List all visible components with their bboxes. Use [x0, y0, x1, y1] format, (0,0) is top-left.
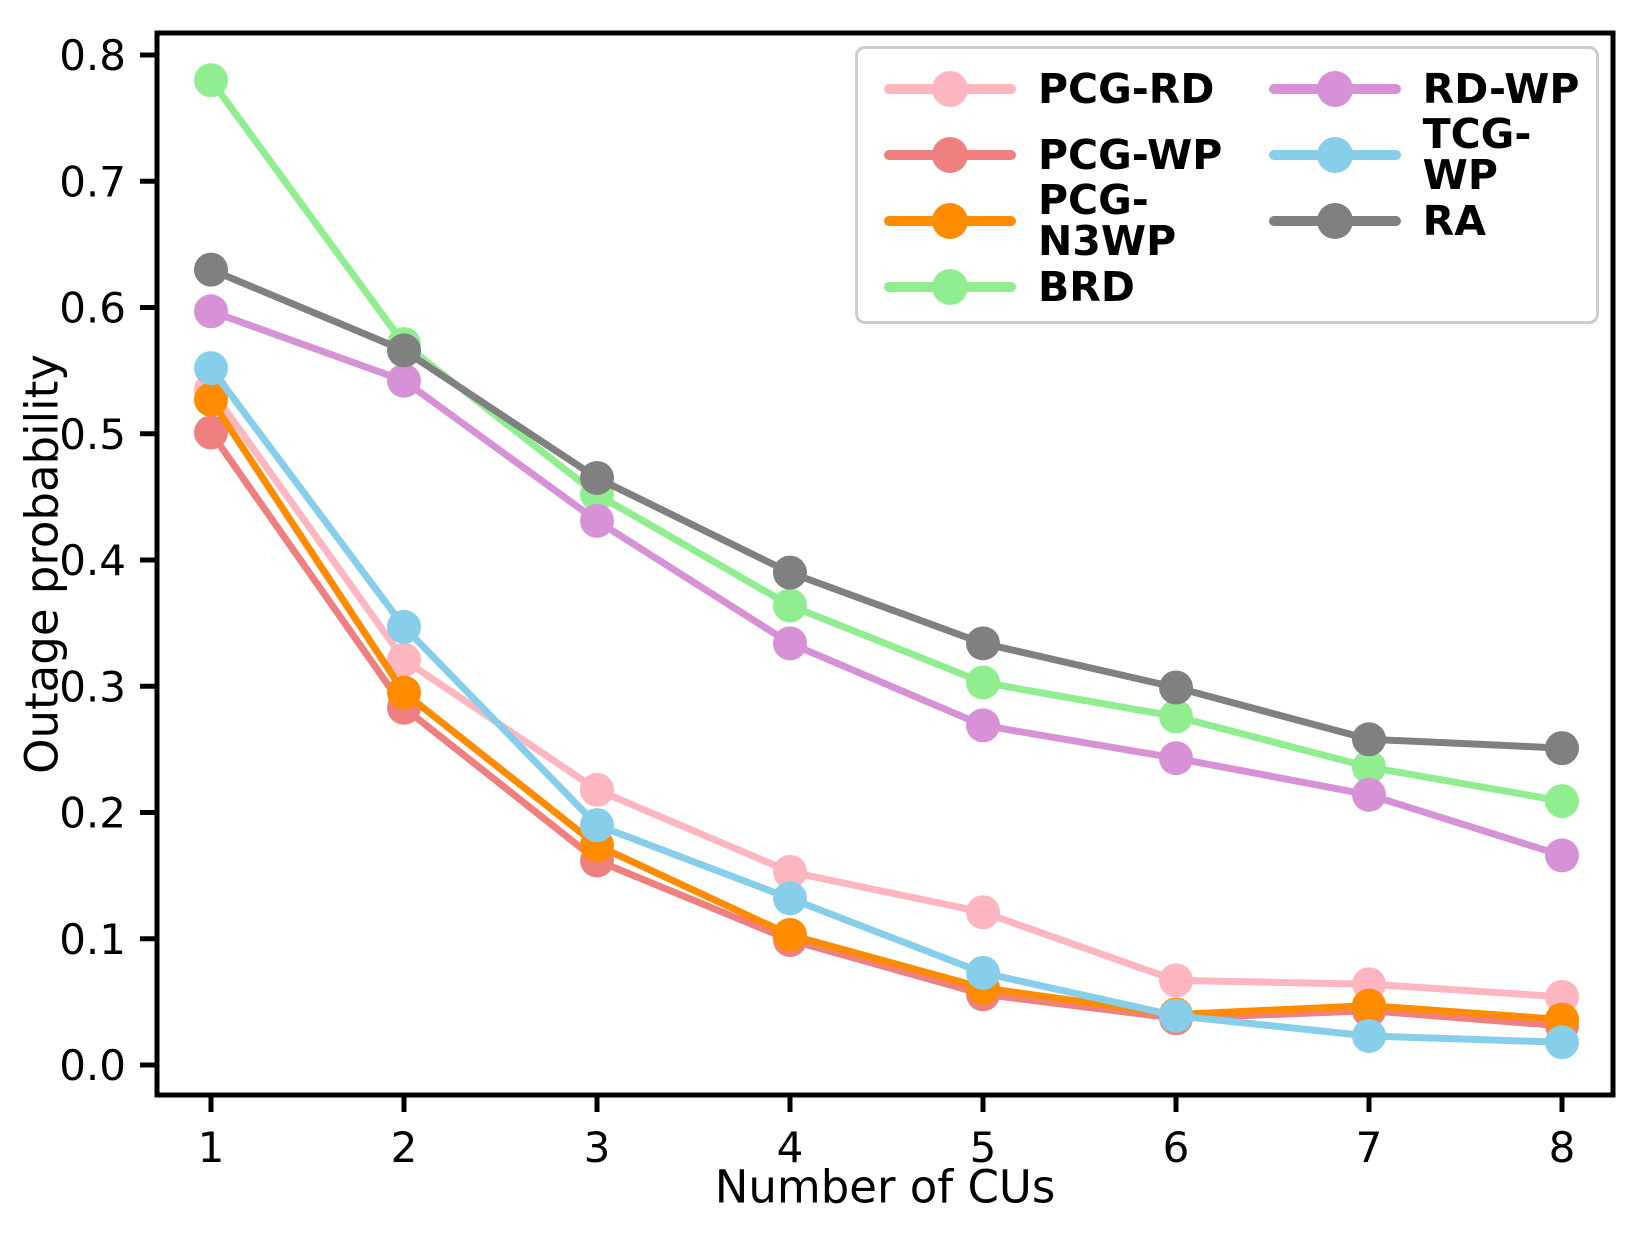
y-tick-label: 0.8 [59, 31, 126, 80]
x-tick-label: 8 [1549, 1123, 1576, 1172]
legend-item-PCG-N3WP: PCG-N3WP [858, 180, 1243, 262]
data-point-RA-x6 [1159, 670, 1193, 705]
data-point-PCG-RD-x5 [966, 895, 1000, 930]
series-line-PCG-RD [207, 386, 1566, 1001]
legend-item-label: PCG-RD [1038, 64, 1215, 113]
data-point-BRD-x1 [194, 63, 228, 98]
data-point-BRD-x5 [966, 665, 1000, 700]
legend-item-PCG-WP: PCG-WP [858, 122, 1243, 188]
y-tick-label: 0.1 [59, 915, 126, 964]
data-point-RA-x4 [773, 555, 807, 590]
data-point-RD-WP-x5 [966, 708, 1000, 743]
legend-item-label: TCG-WP [1422, 110, 1532, 199]
y-tick-label: 0.2 [59, 789, 126, 838]
data-point-RA-x8 [1545, 731, 1579, 766]
legend-item-TCG-WP: TCG-WP [1243, 114, 1596, 196]
legend-item-BRD: BRD [858, 254, 1243, 320]
legend-marker-icon [1268, 71, 1401, 107]
data-point-BRD-x4 [773, 588, 807, 623]
data-point-RA-x2 [387, 333, 421, 368]
legend-item-label: BRD [1038, 262, 1135, 311]
data-point-PCG-RD-x4 [773, 854, 807, 889]
legend-item-label: PCG-N3WP [1038, 176, 1177, 265]
x-tick-label: 6 [1163, 1123, 1190, 1172]
data-point-RD-WP-x3 [580, 503, 614, 538]
y-tick-label: 0.5 [59, 410, 126, 459]
legend-marker-icon [884, 137, 1016, 173]
y-tick-label: 0.0 [59, 1041, 126, 1090]
legend-marker-icon [884, 203, 1016, 239]
y-tick-label: 0.4 [59, 536, 126, 585]
legend-item-label: PCG-WP [1038, 130, 1223, 179]
legend-item-label: RA [1422, 196, 1486, 245]
data-point-TCG-WP-x7 [1352, 1018, 1386, 1053]
data-point-RA-x3 [580, 460, 614, 495]
series-line-PCG-WP [207, 428, 1566, 1030]
y-tick-label: 0.3 [59, 662, 126, 711]
legend-marker-icon [884, 269, 1016, 305]
data-point-TCG-WP-x8 [1545, 1025, 1579, 1060]
data-point-TCG-WP-x2 [387, 609, 421, 644]
data-point-TCG-WP-x6 [1159, 998, 1193, 1033]
x-tick-label: 2 [391, 1123, 418, 1172]
y-axis-label: Outage probability [15, 354, 69, 774]
y-tick-label: 0.7 [59, 157, 126, 206]
data-point-TCG-WP-x5 [966, 955, 1000, 990]
data-point-TCG-WP-x1 [194, 351, 228, 386]
data-point-RD-WP-x1 [194, 294, 228, 329]
legend-marker-icon [884, 71, 1016, 107]
series-line-TCG-WP [207, 364, 1566, 1046]
data-point-RA-x5 [966, 626, 1000, 661]
x-tick-label: 1 [198, 1123, 225, 1172]
x-tick-label: 3 [584, 1123, 611, 1172]
legend-marker-icon [1268, 137, 1401, 173]
data-point-BRD-x8 [1545, 784, 1579, 819]
axes-frame [154, 30, 1616, 1098]
data-point-PCG-RD-x6 [1159, 963, 1193, 998]
data-point-RA-x7 [1352, 722, 1386, 757]
legend-item-RD-WP: RD-WP [1243, 56, 1596, 122]
data-point-PCG-N3WP-x2 [387, 675, 421, 710]
legend: PCG-RD PCG-WP PCG-N3WP BRD RD-WP TCG-WP RA [855, 46, 1599, 324]
series-line-RA [207, 266, 1566, 752]
x-tick-label: 4 [777, 1123, 804, 1172]
x-axis-label: Number of CUs [714, 1160, 1056, 1214]
legend-marker-icon [1268, 203, 1401, 239]
data-point-PCG-WP-x1 [194, 415, 228, 450]
data-point-RD-WP-x7 [1352, 777, 1386, 812]
y-tick-label: 0.6 [59, 284, 126, 333]
data-point-BRD-x6 [1159, 699, 1193, 734]
data-point-PCG-N3WP-x1 [194, 382, 228, 417]
data-point-RD-WP-x8 [1545, 838, 1579, 873]
legend-item-label: RD-WP [1422, 64, 1580, 113]
data-point-TCG-WP-x4 [773, 881, 807, 916]
x-tick-label: 5 [970, 1123, 997, 1172]
data-point-TCG-WP-x3 [580, 808, 614, 843]
data-point-RD-WP-x2 [387, 363, 421, 398]
data-point-RD-WP-x4 [773, 626, 807, 661]
legend-item-RA: RA [1243, 188, 1596, 254]
data-point-PCG-N3WP-x4 [773, 917, 807, 952]
legend-item-PCG-RD: PCG-RD [858, 56, 1243, 122]
data-point-PCG-RD-x2 [387, 642, 421, 677]
series-line-RD-WP [207, 307, 1566, 859]
data-point-BRD-x7 [1352, 750, 1386, 785]
data-point-PCG-RD-x3 [580, 772, 614, 807]
data-point-RD-WP-x6 [1159, 741, 1193, 776]
x-tick-label: 7 [1356, 1123, 1383, 1172]
data-point-PCG-N3WP-x7 [1352, 988, 1386, 1023]
series-line-PCG-N3WP [207, 396, 1566, 1024]
data-point-RA-x1 [194, 252, 228, 287]
